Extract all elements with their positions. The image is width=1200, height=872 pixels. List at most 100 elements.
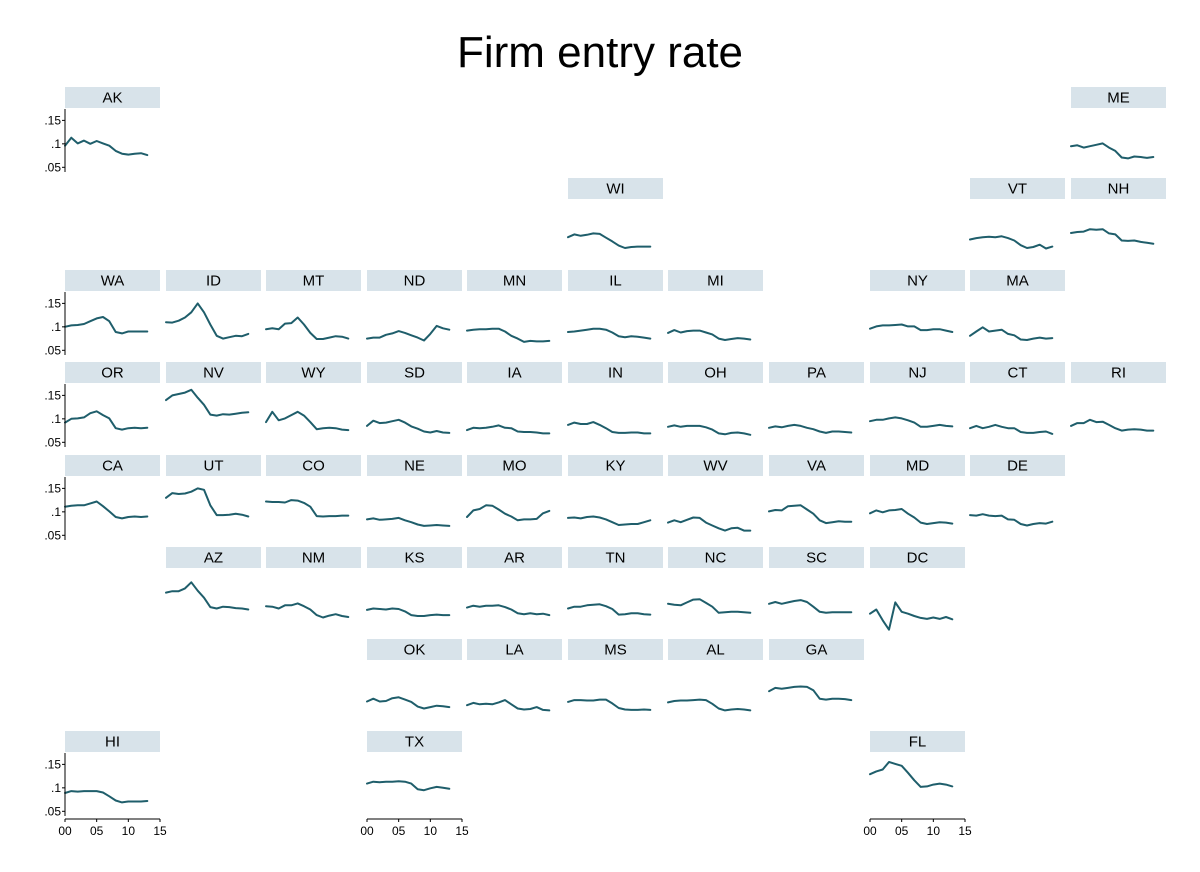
series-line-wa bbox=[64, 316, 149, 335]
series-line-nd bbox=[366, 324, 451, 342]
panel-ut: UT bbox=[165, 455, 261, 518]
panel-ky: KY bbox=[567, 455, 663, 526]
series-line-nj bbox=[869, 416, 954, 428]
panel-strip bbox=[266, 362, 361, 383]
panel-sc: SC bbox=[768, 547, 864, 614]
panel-label: DC bbox=[907, 550, 929, 567]
panel-label: AK bbox=[102, 90, 122, 107]
y-tick-label: .1 bbox=[51, 505, 61, 519]
panel-strip bbox=[668, 270, 763, 291]
y-tick-label: .15 bbox=[44, 296, 61, 310]
panel-id: ID bbox=[165, 270, 261, 340]
panel-ak: AK .05 .1 .15 bbox=[44, 87, 160, 174]
panel-va: VA bbox=[768, 455, 864, 525]
panel-pa: PA bbox=[768, 362, 864, 434]
panel-nj: NJ bbox=[869, 362, 965, 428]
x-tick-label: 05 bbox=[392, 824, 406, 838]
series-line-ky bbox=[567, 515, 652, 526]
panel-ct: CT bbox=[969, 362, 1065, 435]
panel-strip bbox=[568, 178, 663, 199]
panel-label: VT bbox=[1008, 181, 1027, 198]
y-tick-label: .1 bbox=[51, 781, 61, 795]
series-line-hi bbox=[64, 790, 149, 804]
panel-strip bbox=[870, 731, 965, 752]
panel-strip bbox=[65, 270, 160, 291]
panel-label: MO bbox=[502, 458, 526, 475]
series-line-sd bbox=[366, 418, 451, 434]
panel-wa: WA .05 .1 .15 bbox=[44, 270, 160, 357]
y-tick-label: .15 bbox=[44, 481, 61, 495]
panel-label: WV bbox=[703, 458, 727, 475]
panel-label: ID bbox=[206, 273, 221, 290]
panel-strip bbox=[65, 87, 160, 108]
panel-label: OR bbox=[101, 365, 124, 382]
series-line-ma bbox=[969, 326, 1054, 341]
panel-label: GA bbox=[806, 642, 828, 659]
panel-ca: CA .05 .1 .15 bbox=[44, 455, 160, 542]
series-line-mn bbox=[466, 327, 551, 343]
y-tick-label: .05 bbox=[44, 528, 61, 542]
panel-strip bbox=[266, 270, 361, 291]
panel-wv: WV bbox=[667, 455, 763, 532]
panel-ms: MS bbox=[567, 639, 663, 711]
panel-or: OR .05 .1 .15 bbox=[44, 362, 160, 449]
panel-strip bbox=[769, 455, 864, 476]
series-line-wi bbox=[567, 232, 652, 249]
series-line-md bbox=[869, 508, 954, 525]
series-line-dc bbox=[869, 601, 954, 631]
panel-al: AL bbox=[667, 639, 763, 712]
panel-strip bbox=[970, 178, 1065, 199]
series-line-az bbox=[165, 581, 250, 611]
panel-il: IL bbox=[567, 270, 663, 340]
panel-strip bbox=[769, 362, 864, 383]
panel-label: ME bbox=[1107, 90, 1130, 107]
panel-strip bbox=[970, 455, 1065, 476]
panel-label: CA bbox=[102, 458, 123, 475]
panel-strip bbox=[568, 362, 663, 383]
panel-label: OK bbox=[404, 642, 426, 659]
series-line-ar bbox=[466, 604, 551, 617]
series-line-la bbox=[466, 699, 551, 712]
series-line-nv bbox=[165, 388, 250, 417]
panel-strip bbox=[367, 731, 462, 752]
panel-la: LA bbox=[466, 639, 562, 712]
series-line-ga bbox=[768, 685, 853, 702]
series-line-ct bbox=[969, 423, 1054, 435]
panel-strip bbox=[166, 362, 261, 383]
panel-in: IN bbox=[567, 362, 663, 435]
panel-me: ME bbox=[1070, 87, 1166, 160]
x-tick-label: 00 bbox=[863, 824, 877, 838]
panel-strip bbox=[870, 270, 965, 291]
panel-label: DE bbox=[1007, 458, 1028, 475]
panel-sd: SD bbox=[366, 362, 462, 434]
panel-strip bbox=[65, 731, 160, 752]
panel-de: DE bbox=[969, 455, 1065, 527]
series-line-me bbox=[1070, 142, 1155, 160]
panel-label: NE bbox=[404, 458, 425, 475]
panel-strip bbox=[367, 270, 462, 291]
panel-ok: OK bbox=[366, 639, 462, 710]
panel-strip bbox=[65, 362, 160, 383]
panel-strip bbox=[568, 639, 663, 660]
y-tick-label: .1 bbox=[51, 137, 61, 151]
panel-md: MD bbox=[869, 455, 965, 525]
series-line-ne bbox=[366, 516, 451, 527]
y-tick-label: .05 bbox=[44, 343, 61, 357]
panel-label: FL bbox=[909, 734, 927, 751]
series-line-oh bbox=[667, 424, 752, 436]
panel-label: NV bbox=[203, 365, 224, 382]
panel-strip bbox=[467, 639, 562, 660]
series-line-ut bbox=[165, 487, 250, 518]
panel-strip bbox=[467, 362, 562, 383]
panel-strip bbox=[65, 455, 160, 476]
panel-ga: GA bbox=[768, 639, 864, 702]
series-line-mo bbox=[466, 504, 551, 522]
panel-tx: TX 00 05 10 15 bbox=[360, 731, 469, 838]
panel-label: WA bbox=[101, 273, 125, 290]
panel-label: MT bbox=[303, 273, 325, 290]
x-tick-label: 10 bbox=[424, 824, 438, 838]
panel-strip bbox=[870, 547, 965, 568]
panel-label: TX bbox=[405, 734, 424, 751]
series-line-vt bbox=[969, 235, 1054, 250]
